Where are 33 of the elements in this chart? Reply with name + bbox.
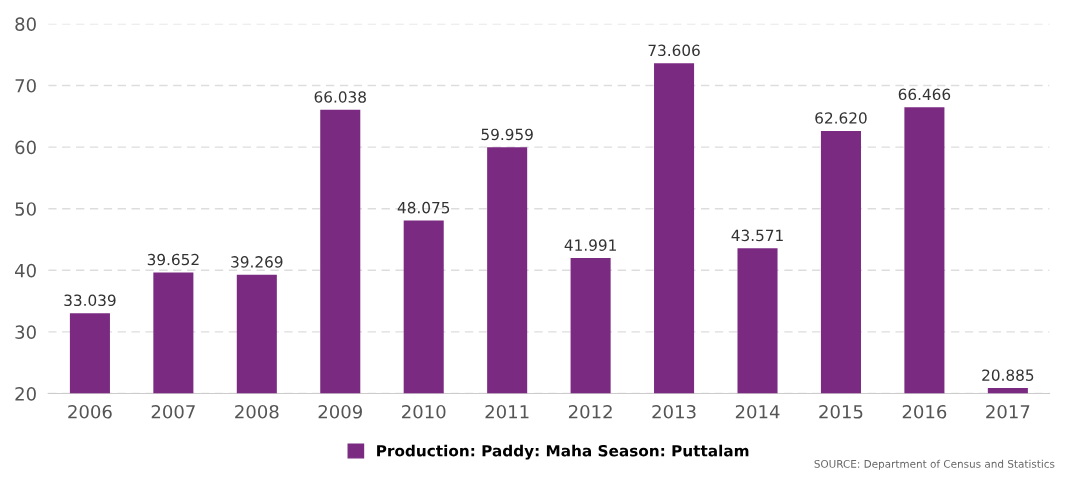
data-label: 41.991 (564, 239, 616, 251)
data-label: 62.620 (815, 112, 867, 124)
data-label: 20.885 (982, 369, 1034, 381)
data-label: 73.606 (648, 44, 700, 57)
y-tick-label: 20 (15, 386, 36, 401)
x-tick-label: 2010 (402, 404, 446, 419)
x-tick-label: 2013 (652, 404, 696, 419)
data-label: 33.039 (64, 294, 116, 307)
x-tick-label: 2011 (485, 404, 529, 419)
y-tick-label: 60 (15, 140, 36, 155)
y-tick-label: 40 (14, 263, 36, 278)
x-tick-label: 2009 (318, 404, 362, 419)
data-label: 66.038 (314, 91, 366, 103)
data-label: 59.959 (481, 128, 533, 141)
data-label: 39.269 (231, 256, 283, 268)
y-tick-label: 70 (15, 78, 36, 93)
x-tick-label: 2012 (568, 404, 612, 419)
x-tick-label: 2007 (151, 404, 195, 419)
y-tick-label: 50 (15, 202, 36, 216)
x-tick-label: 2017 (986, 404, 1030, 419)
x-tick-label: 2016 (902, 404, 947, 419)
y-tick-label: 80 (15, 17, 36, 31)
data-label: 43.571 (731, 229, 783, 242)
source-note: SOURCE: Department of Census and Statistics (814, 459, 1055, 470)
data-label: 66.466 (898, 88, 951, 101)
x-tick-label: 2014 (735, 404, 780, 419)
x-tick-label: 2015 (819, 404, 863, 419)
y-tick-label: 30 (15, 325, 36, 340)
x-tick-label: 2006 (68, 404, 112, 419)
data-label: 39.652 (147, 253, 199, 266)
data-label: 48.075 (397, 201, 450, 214)
legend-label: Production: Paddy: Maha Season: Puttalam (377, 444, 749, 460)
x-tick-label: 2008 (235, 404, 279, 419)
